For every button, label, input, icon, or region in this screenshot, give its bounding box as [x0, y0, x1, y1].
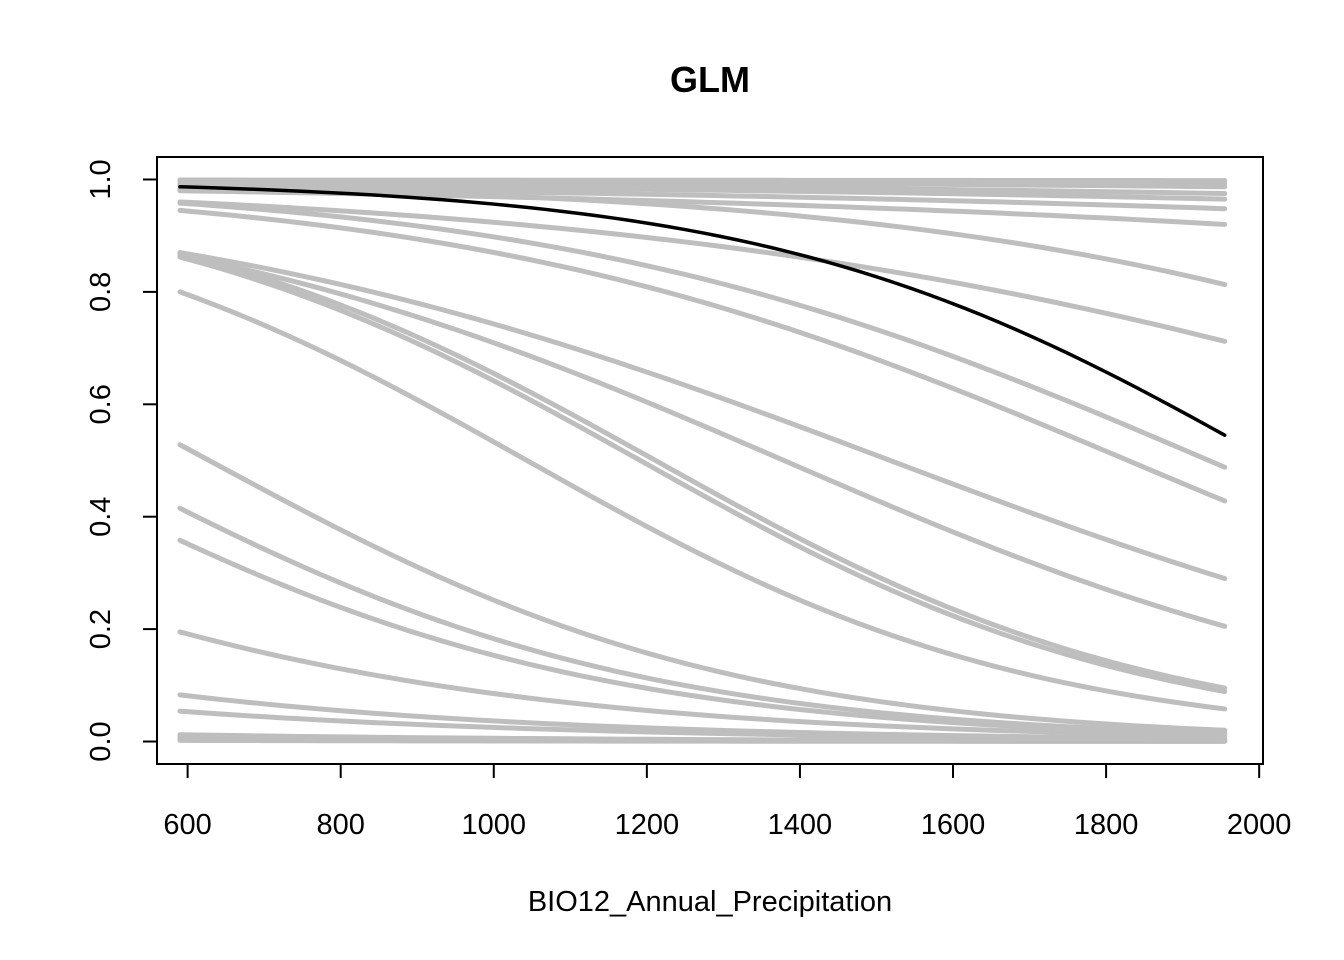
x-tick-label-1000: 1000	[462, 809, 527, 841]
x-tick-label-2000: 2000	[1227, 809, 1292, 841]
x-tick-label-1400: 1400	[768, 809, 833, 841]
chart-title: GLM	[670, 59, 750, 100]
x-tick-label-1800: 1800	[1074, 809, 1139, 841]
replicate-curve-10	[177, 200, 1228, 470]
mean-curve	[178, 185, 1227, 437]
replicate-curve-16	[177, 289, 1228, 712]
x-tick-label-1600: 1600	[921, 809, 986, 841]
y-tick-label-0.2: 0.2	[85, 609, 117, 649]
replicate-curve-26	[177, 737, 1228, 744]
replicate-curve-20	[177, 629, 1228, 739]
y-tick-label-0.4: 0.4	[85, 497, 117, 537]
replicate-curve-19	[177, 537, 1228, 737]
plot-frame	[156, 156, 1264, 765]
replicate-curve-8	[177, 183, 1228, 288]
replicate-curve-12	[177, 250, 1228, 582]
replicate-curve-5	[177, 182, 1228, 202]
replicate-curve-15	[177, 254, 1228, 694]
response-curves	[177, 177, 1228, 744]
y-tick-label-0.6: 0.6	[85, 384, 117, 424]
replicate-curve-9	[177, 199, 1228, 344]
x-tick-label-1200: 1200	[615, 809, 680, 841]
replicate-curve-3	[177, 178, 1228, 190]
replicate-curve-11	[177, 207, 1228, 504]
x-tick-label-600: 600	[163, 809, 211, 841]
y-tick-label-1.0: 1.0	[85, 159, 117, 199]
replicate-curve-17	[177, 442, 1228, 733]
y-tick-label-0.8: 0.8	[85, 272, 117, 312]
replicate-curve-14	[177, 251, 1228, 691]
y-tick-label-0.0: 0.0	[85, 721, 117, 761]
x-axis-label: BIO12_Annual_Precipitation	[528, 886, 892, 918]
y-axis: 0.0 0.2 0.4 0.6 0.8 1.0	[85, 159, 158, 762]
replicate-curve-22	[177, 708, 1228, 742]
x-tick-label-800: 800	[317, 809, 365, 841]
replicate-curve-13	[177, 252, 1228, 629]
x-axis: 600 800 1000 1200 1400 1600 1800 2000	[163, 763, 1292, 841]
